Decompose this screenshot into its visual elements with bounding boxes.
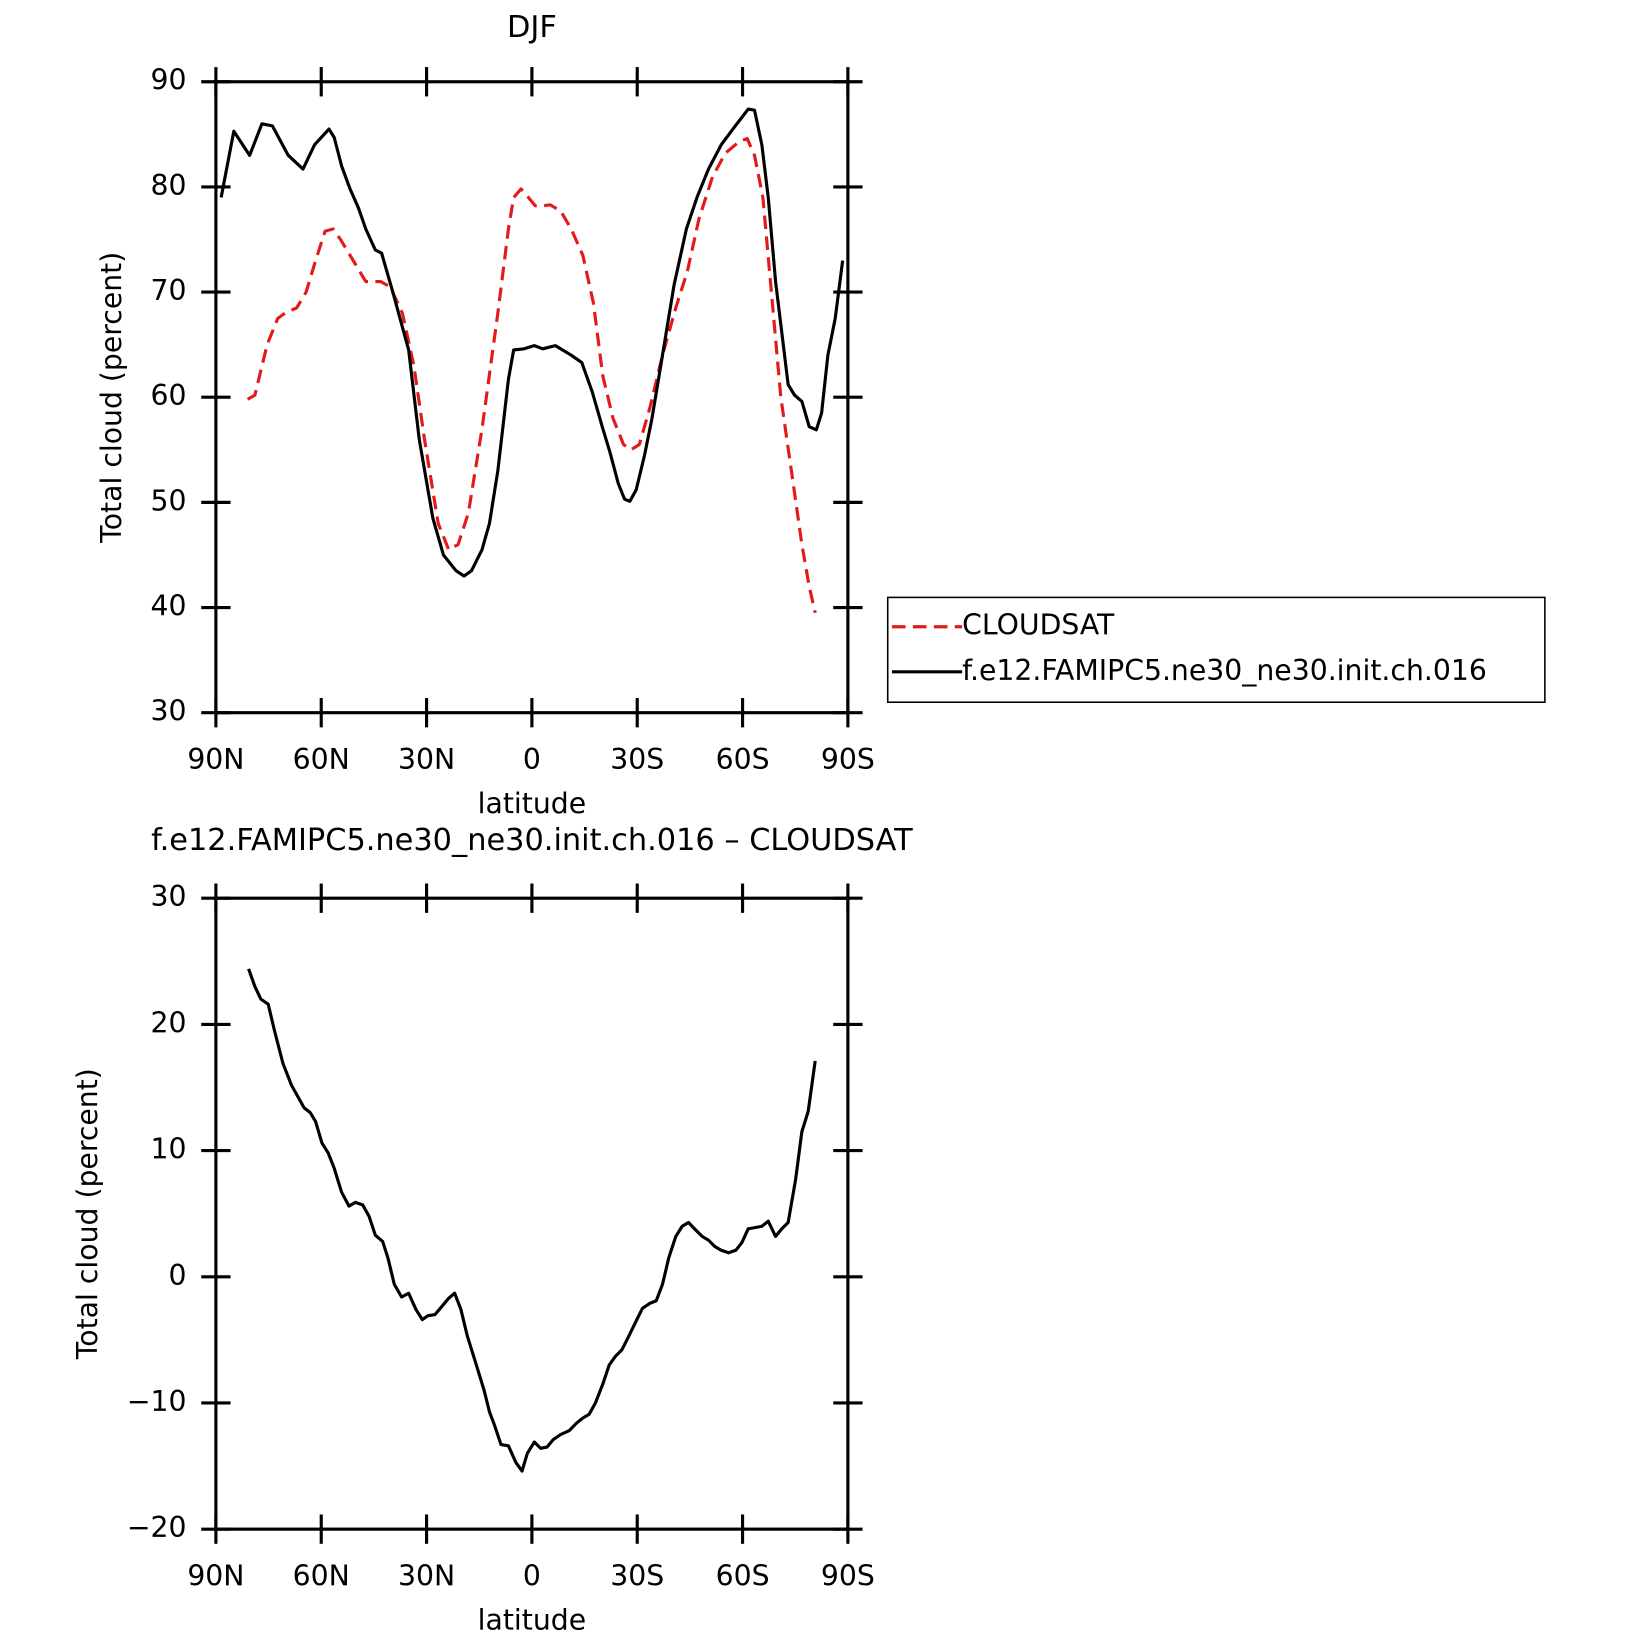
legend-label: f.e12.FAMIPC5.ne30_ne30.init.ch.016	[962, 654, 1487, 687]
y-tick-label: 30	[151, 880, 187, 913]
x-tick-label: 0	[523, 743, 541, 776]
y-tick-label: 10	[151, 1133, 187, 1166]
x-tick-label: 60N	[293, 743, 350, 776]
y-tick-label: 50	[151, 484, 187, 517]
x-tick-label: 60N	[293, 1559, 350, 1592]
x-tick-label: 60S	[716, 743, 770, 776]
y-tick-label: −10	[127, 1385, 187, 1418]
x-axis-label: latitude	[478, 1603, 587, 1635]
y-tick-label: 80	[151, 169, 187, 202]
y-tick-label: 90	[151, 64, 187, 97]
plot-frame	[214, 80, 850, 715]
x-tick-label: 30S	[610, 1559, 664, 1592]
y-tick-label: 70	[151, 274, 187, 307]
series-line	[247, 968, 817, 1473]
x-tick-label: 90S	[821, 1559, 875, 1592]
y-tick-label: 20	[151, 1006, 187, 1039]
y-tick-label: 60	[151, 379, 187, 412]
x-tick-label: 90N	[187, 1559, 244, 1592]
legend-box	[886, 596, 1546, 703]
y-tick-label: −20	[127, 1511, 187, 1544]
plot-frame	[214, 896, 850, 1531]
series-line	[246, 136, 817, 614]
x-tick-label: 30N	[398, 743, 455, 776]
x-tick-label: 90S	[821, 743, 875, 776]
y-tick-label: 0	[169, 1259, 187, 1292]
y-tick-label: 30	[151, 695, 187, 728]
y-axis-label: Total cloud (percent)	[71, 1068, 104, 1360]
y-tick-label: 40	[151, 590, 187, 623]
chart-title: f.e12.FAMIPC5.ne30_ne30.init.ch.016 – CL…	[151, 823, 913, 858]
x-tick-label: 0	[523, 1559, 541, 1592]
chart-title: DJF	[507, 10, 557, 45]
x-tick-label: 30S	[610, 743, 664, 776]
x-tick-label: 90N	[187, 743, 244, 776]
y-axis-label: Total cloud (percent)	[95, 252, 128, 544]
x-tick-label: 60S	[716, 1559, 770, 1592]
legend-label: CLOUDSAT	[962, 609, 1115, 642]
x-axis-label: latitude	[478, 787, 587, 820]
x-tick-label: 30N	[398, 1559, 455, 1592]
series-line	[219, 107, 845, 578]
